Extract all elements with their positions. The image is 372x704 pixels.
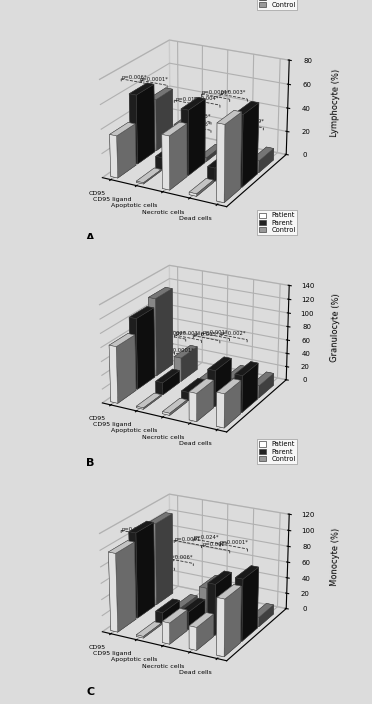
Text: C: C [86, 687, 94, 697]
Legend: Patient, Parent, Control: Patient, Parent, Control [257, 439, 298, 464]
Legend: Patient, Parent, Control: Patient, Parent, Control [257, 0, 298, 10]
Legend: Patient, Parent, Control: Patient, Parent, Control [257, 210, 298, 235]
Text: B: B [86, 458, 94, 468]
Text: A: A [86, 233, 95, 243]
